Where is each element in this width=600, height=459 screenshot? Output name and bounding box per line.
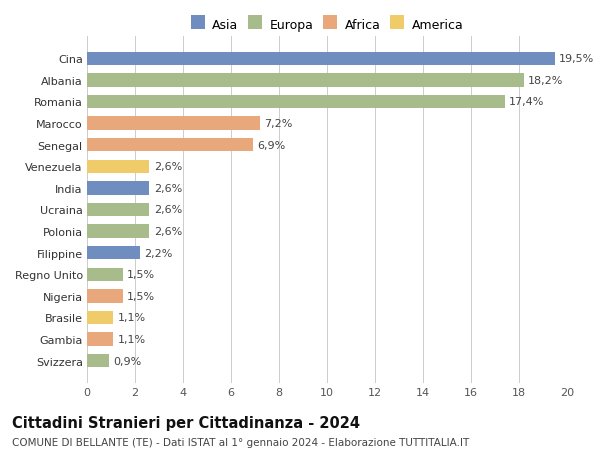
Bar (87, 95, 505, 109)
Text: 19,5%: 19,5% (559, 54, 595, 64)
Text: Cittadini Stranieri per Cittadinanza - 2024: Cittadini Stranieri per Cittadinanza - 2… (12, 415, 360, 431)
Text: 2,6%: 2,6% (154, 205, 182, 215)
Bar (87, 333, 113, 346)
Bar (87, 182, 149, 195)
Text: 1,1%: 1,1% (118, 313, 146, 323)
Text: 2,2%: 2,2% (144, 248, 172, 258)
Bar (87, 311, 113, 325)
Bar (87, 268, 123, 281)
Text: 18,2%: 18,2% (528, 76, 563, 86)
Bar (87, 139, 253, 152)
Bar (87, 52, 555, 66)
Bar (87, 290, 123, 303)
Bar (87, 354, 109, 368)
Bar (87, 117, 260, 130)
Text: 7,2%: 7,2% (264, 119, 292, 129)
Text: 2,6%: 2,6% (154, 227, 182, 236)
Bar (87, 203, 149, 217)
Legend: Asia, Europa, Africa, America: Asia, Europa, Africa, America (191, 19, 463, 32)
Text: 2,6%: 2,6% (154, 162, 182, 172)
Text: COMUNE DI BELLANTE (TE) - Dati ISTAT al 1° gennaio 2024 - Elaborazione TUTTITALI: COMUNE DI BELLANTE (TE) - Dati ISTAT al … (12, 437, 469, 447)
Bar (87, 74, 524, 87)
Bar (87, 225, 149, 238)
Text: 0,9%: 0,9% (113, 356, 141, 366)
Text: 1,5%: 1,5% (127, 269, 155, 280)
Text: 1,1%: 1,1% (118, 334, 146, 344)
Bar (87, 246, 140, 260)
Text: 2,6%: 2,6% (154, 184, 182, 193)
Text: 1,5%: 1,5% (127, 291, 155, 301)
Bar (87, 160, 149, 174)
Text: 6,9%: 6,9% (257, 140, 285, 151)
Text: 17,4%: 17,4% (509, 97, 544, 107)
